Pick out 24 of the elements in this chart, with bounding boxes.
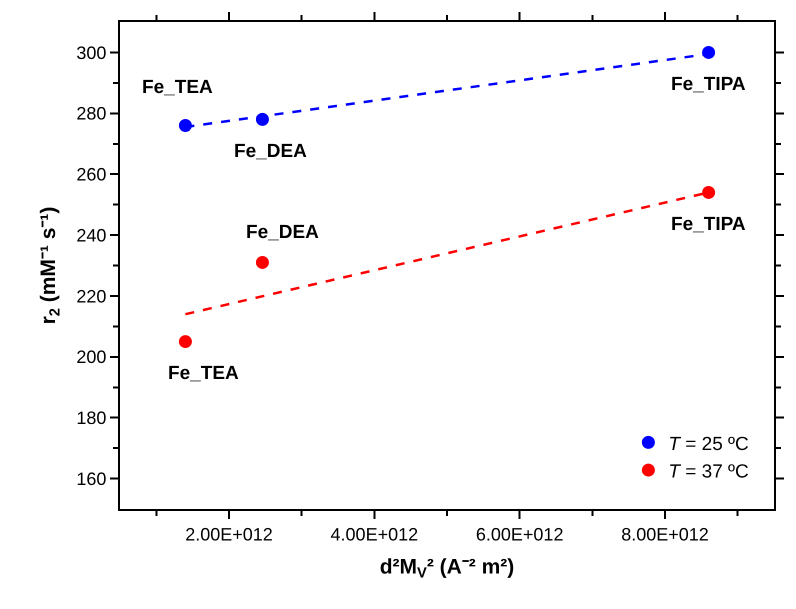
x-tick-label: 8.00E+012 (621, 524, 709, 545)
annotation: Fe_DEA (234, 141, 308, 162)
y-tick-label: 240 (76, 225, 106, 246)
point (702, 186, 716, 199)
point (178, 335, 192, 348)
annotation: Fe_TEA (168, 363, 240, 384)
x-tick-label: 2.00E+012 (185, 524, 273, 545)
legend-label: T = 37 ºC (668, 461, 749, 482)
y-tick-label: 300 (76, 42, 106, 63)
x-tick-label: 4.00E+012 (330, 524, 418, 545)
point (256, 256, 269, 269)
y-tick-label: 220 (76, 286, 106, 306)
y-tick-label: 200 (76, 347, 106, 368)
annotation: Fe_DEA (246, 222, 320, 243)
x-tick-label: 6.00E+012 (476, 524, 564, 545)
x-axis-title: d²M$_{V}$² (A⁻² m²) (380, 555, 514, 582)
y-tick-label: 260 (76, 164, 106, 184)
annotation: Fe_TEA (142, 77, 214, 98)
y-tick-label: 180 (76, 408, 106, 428)
y-tick-label: 280 (76, 104, 106, 124)
y-tick-label: 160 (76, 468, 106, 489)
annotation: Fe_TIPA (671, 74, 746, 95)
legend-label: T = 25 ºC (668, 434, 749, 455)
annotation: Fe_TIPA (671, 214, 746, 235)
